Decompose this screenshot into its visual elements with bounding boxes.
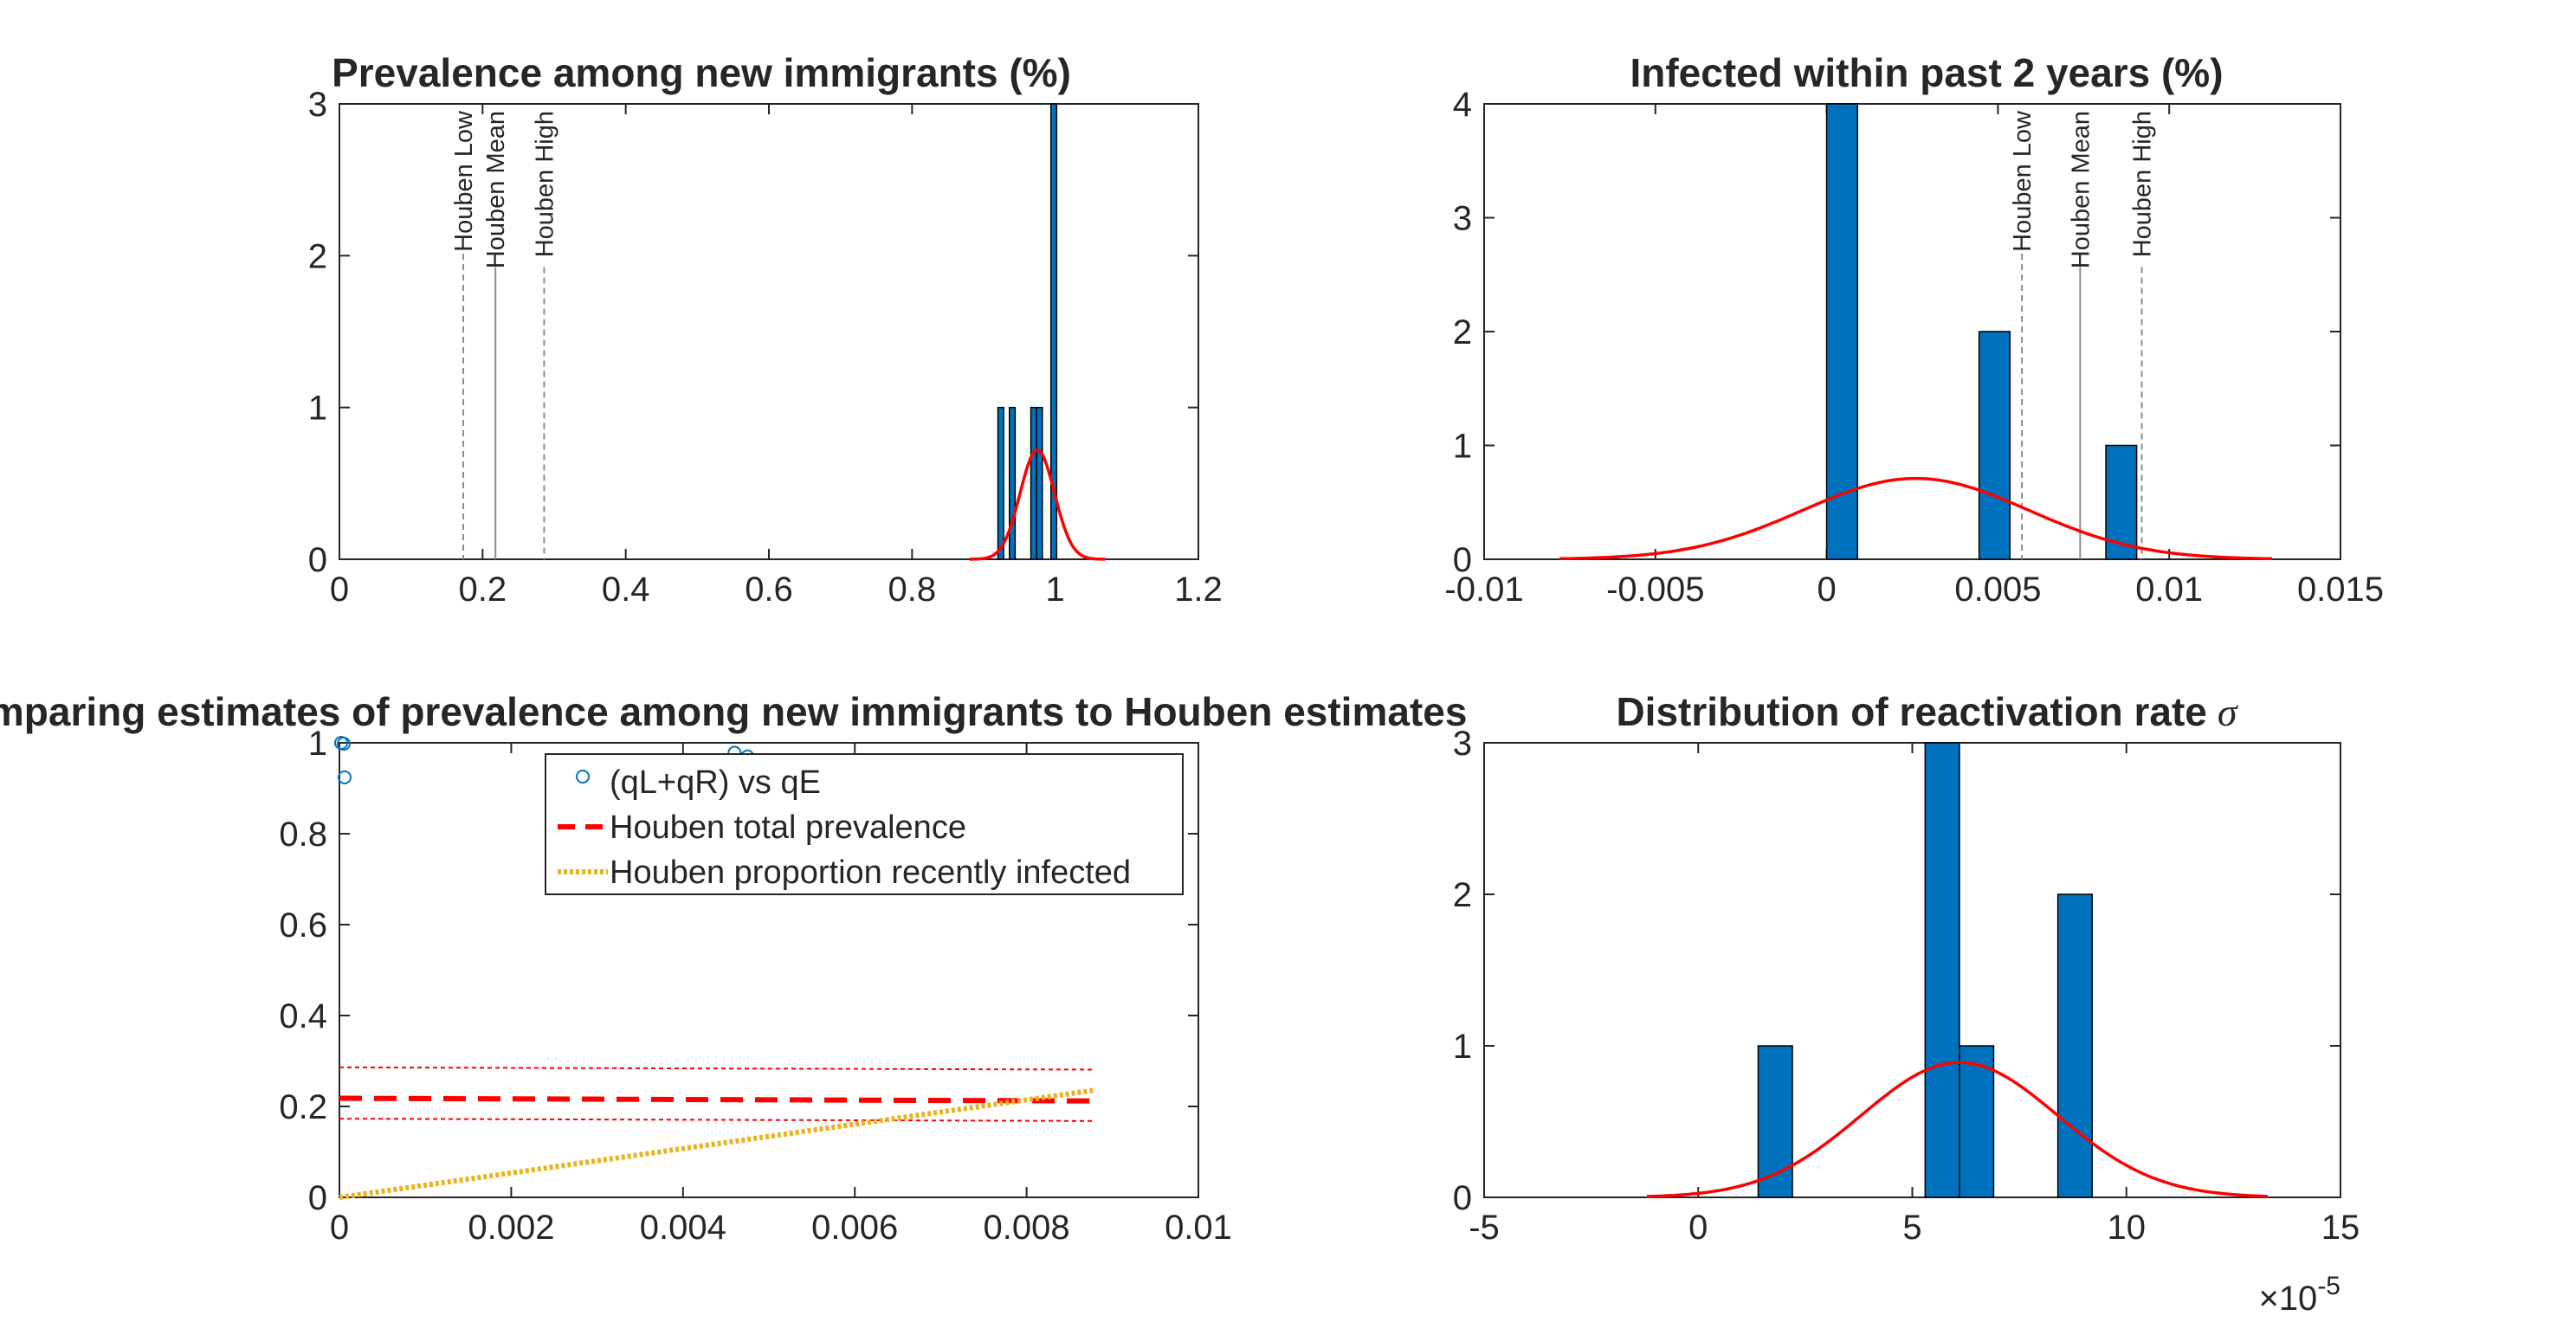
- y-tick-label: 0.4: [279, 997, 327, 1035]
- y-tick-label: 0.8: [279, 816, 327, 854]
- recent-infection-chart-title: Infected within past 2 years (%): [1630, 50, 2223, 95]
- histogram-bar: [1757, 1045, 1793, 1198]
- legend-label: Houben total prevalence: [610, 809, 966, 846]
- recent-infection-histogram-panel: -0.01 -0.005 0 0.005 0.01 0.015 0 1 2 3 4 Houben Lo…: [1444, 50, 2384, 609]
- x-tick-label: 5: [1902, 1209, 1921, 1247]
- x-axis-exponent: ×10-5: [2258, 1272, 2340, 1318]
- histogram-bar: [1009, 406, 1017, 560]
- y-tick-label: 1: [1453, 428, 1472, 466]
- reference-line-label: Houben High: [531, 111, 558, 257]
- x-tick-label: 1: [1046, 571, 1065, 609]
- y-tick-label: 0: [1453, 541, 1472, 579]
- x-tick-label: 0.008: [984, 1209, 1070, 1247]
- fitted-normal-curve: [969, 448, 1106, 561]
- y-tick-label: 1: [1453, 1028, 1472, 1066]
- legend-swatch-scatter: [576, 770, 590, 784]
- histogram-bar: [1825, 103, 1858, 560]
- legend-label: (qL+qR) vs qE: [610, 764, 821, 801]
- y-tick-label: 0.6: [279, 906, 327, 945]
- y-tick-label: 4: [1453, 86, 1472, 124]
- exponent-power: -5: [2317, 1272, 2340, 1300]
- histogram-bar: [1030, 406, 1037, 560]
- reactivation-chart-title: Distribution of reactivation rate σ: [1616, 689, 2238, 734]
- reference-line-label: Houben Low: [2009, 110, 2037, 252]
- sigma-symbol: σ: [2218, 690, 2239, 734]
- x-tick-label: 0.4: [602, 571, 650, 609]
- reactivation-title-text: Distribution of reactivation rate: [1616, 689, 2206, 734]
- x-tick-label: 0.006: [811, 1209, 898, 1247]
- comparison-chart-title: Comparing estimates of prevalence among …: [0, 689, 1467, 734]
- houben-high-line: [339, 1066, 1095, 1071]
- y-tick-label: 0: [308, 541, 327, 579]
- histogram-bar: [1036, 406, 1043, 560]
- x-tick-label: 0.6: [745, 571, 793, 609]
- x-tick-label: 0: [1688, 1209, 1708, 1247]
- reference-line-label: Houben Mean: [2067, 111, 2095, 268]
- x-tick-label: -5: [1469, 1209, 1500, 1247]
- histogram-bar: [1924, 742, 1960, 1198]
- x-tick-label: 10: [2108, 1209, 2147, 1247]
- histogram-bar: [2056, 893, 2093, 1198]
- x-tick-label: 0.01: [1165, 1209, 1232, 1247]
- x-tick-label: 15: [2321, 1209, 2360, 1247]
- reference-line-label: Houben High: [2129, 111, 2157, 257]
- x-tick-label: 0.01: [2135, 571, 2203, 609]
- x-tick-label: 0.004: [640, 1209, 726, 1247]
- x-tick-label: -0.01: [1444, 571, 1523, 609]
- y-tick-label: 2: [1453, 313, 1472, 351]
- reference-line-label: Houben Mean: [482, 111, 510, 268]
- y-tick-label: 3: [1453, 200, 1472, 238]
- fitted-normal-curve: [1646, 1061, 2268, 1198]
- y-tick-label: 0: [1453, 1179, 1472, 1217]
- y-tick-label: 2: [1453, 876, 1472, 914]
- legend-label: Houben proportion recently infected: [610, 855, 1131, 891]
- histogram-bar: [1049, 103, 1058, 560]
- scatter-point: [336, 737, 351, 751]
- axes-box: [1483, 742, 2341, 1198]
- prevalence-chart-title: Prevalence among new immigrants (%): [332, 50, 1071, 95]
- x-tick-label: 0.005: [1954, 571, 2041, 609]
- x-tick-label: 0.8: [888, 571, 937, 609]
- x-tick-label: 1.2: [1174, 571, 1223, 609]
- x-tick-label: 0: [330, 1209, 349, 1247]
- x-tick-label: 0: [330, 571, 349, 609]
- y-tick-label: 0: [308, 1179, 327, 1217]
- y-tick-label: 3: [1453, 725, 1472, 763]
- histogram-bar: [1959, 1045, 1995, 1198]
- x-tick-label: 0.002: [468, 1209, 554, 1247]
- y-tick-label: 0.2: [279, 1088, 327, 1126]
- axes-box: [1483, 103, 2341, 560]
- reference-line-label: Houben Low: [450, 110, 478, 252]
- y-tick-label: 1: [308, 390, 327, 428]
- x-tick-label: -0.005: [1606, 571, 1704, 609]
- exponent-base: ×10: [2258, 1280, 2317, 1318]
- y-tick-label: 1: [308, 725, 327, 763]
- y-tick-label: 3: [308, 86, 327, 124]
- x-tick-label: 0: [1817, 571, 1836, 609]
- histogram-bar: [1978, 331, 2011, 560]
- houben-low-line: [339, 1118, 1095, 1122]
- histogram-bar: [997, 406, 1004, 560]
- fitted-normal-curve: [1559, 476, 2272, 561]
- scatter-point: [337, 770, 352, 784]
- comparison-line-panel: 0 0.002 0.004 0.006 0.008 0.01 0 0.2 0.4 0.6 0.8 1 (…: [0, 689, 1467, 1247]
- y-tick-label: 2: [308, 237, 327, 275]
- prevalence-histogram-panel: 0 0.2 0.4 0.6 0.8 1 1.2 0 1 2 3 Houben Low Houben Me…: [308, 50, 1223, 609]
- x-tick-label: 0.2: [459, 571, 507, 609]
- houben-total-prevalence-line: [339, 1095, 1095, 1104]
- legend-box: [545, 753, 1184, 895]
- x-tick-label: 0.015: [2297, 571, 2384, 609]
- legend: (qL+qR) vs qE Houben total prevalence Houb…: [545, 753, 1184, 895]
